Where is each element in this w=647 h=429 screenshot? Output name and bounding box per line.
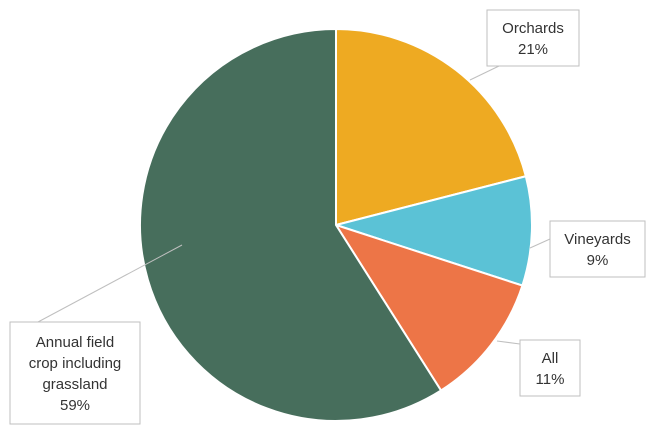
callout-all: All 11% <box>519 339 581 397</box>
callout-box <box>549 220 646 278</box>
callout-box <box>9 321 141 425</box>
data-label-name: Annual field <box>36 334 114 351</box>
leader-line-annual-field-crop <box>37 244 183 323</box>
data-label-value: 59% <box>60 397 90 414</box>
pie-slice-vineyards <box>332 175 533 287</box>
pie-slice-annual-field-crop <box>139 27 443 422</box>
callout-box <box>486 9 580 67</box>
callout-annual-field-crop: Annual field crop including grassland 59% <box>9 321 141 425</box>
data-label-name: Vineyards <box>564 231 630 248</box>
data-label-value: 11% <box>536 371 565 388</box>
data-label-name: grassland <box>42 376 107 393</box>
data-label-name: All <box>542 350 559 367</box>
data-label-value: 21% <box>518 41 548 58</box>
leader-line-vineyards <box>529 238 551 249</box>
pie-slices <box>139 27 533 422</box>
callout-orchards: Orchards 21% <box>486 9 580 67</box>
data-label-name: Orchards <box>502 20 564 37</box>
leader-line-orchards <box>469 65 500 81</box>
leader-lines <box>37 65 551 345</box>
data-label-name: crop including <box>29 355 122 372</box>
pie-slice-orchards <box>335 27 528 227</box>
callout-vineyards: Vineyards 9% <box>549 220 646 278</box>
callout-box <box>519 339 581 397</box>
leader-line-all <box>496 340 521 345</box>
pie-slice-all <box>333 223 524 392</box>
data-label-callouts: Orchards 21% Vineyards 9% All 11% Annual field… <box>9 9 646 425</box>
data-label-value: 9% <box>587 252 609 269</box>
